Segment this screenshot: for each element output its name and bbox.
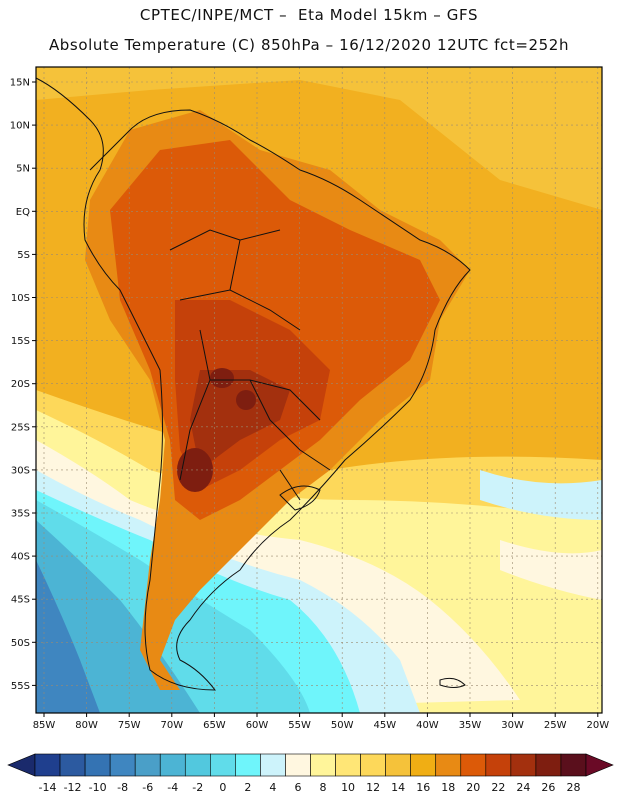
- lat-label: 25S: [11, 422, 30, 433]
- lon-label: 60W: [246, 720, 269, 731]
- colorbar-label: -10: [89, 781, 107, 794]
- colorbar-left-arrow: [7, 753, 36, 777]
- coastlines-and-borders: [35, 77, 471, 691]
- colorbar-label: -14: [39, 781, 57, 794]
- lon-label: 85W: [33, 720, 56, 731]
- chart-title-line2: Absolute Temperature (C) 850hPa – 16/12/…: [48, 36, 570, 54]
- colorbar-swatch: [510, 753, 537, 777]
- lon-label: 65W: [203, 720, 226, 731]
- colorbar-swatch: [360, 753, 386, 777]
- colorbar-label: -4: [167, 781, 178, 794]
- coastline: [35, 77, 471, 691]
- field-atlantic-cream: [500, 540, 602, 600]
- colorbar-swatch: [285, 753, 311, 777]
- latitude-axis: 15N 10N 5N EQ 5S 10S 15S 20S 25S 30S 35S 40S 45S 50S 5…: [10, 78, 36, 692]
- lat-label: 45S: [11, 595, 30, 606]
- colorbar-swatch: [310, 753, 336, 777]
- colorbar-swatch: [134, 753, 161, 777]
- colorbar-label: 6: [294, 781, 301, 794]
- lon-label: 70W: [160, 720, 183, 731]
- lat-label: 20S: [11, 379, 30, 390]
- lat-label: 5S: [17, 250, 30, 261]
- lat-label: 35S: [11, 509, 30, 520]
- colorbar-label: 0: [219, 781, 226, 794]
- lagoon-outline: [279, 485, 321, 511]
- temperature-field: [36, 67, 602, 713]
- country-borders: [169, 229, 331, 501]
- colorbar-label: 10: [341, 781, 355, 794]
- colorbar-label: 22: [491, 781, 505, 794]
- lat-label: 50S: [11, 638, 30, 649]
- lon-label: 30W: [501, 720, 524, 731]
- colorbar-label: -8: [117, 781, 128, 794]
- field-max-argentina: [177, 448, 213, 492]
- colorbar-label: 16: [416, 781, 430, 794]
- colorbar-swatch: [435, 753, 462, 777]
- colorbar-swatch: [84, 753, 111, 777]
- lon-label: 20W: [586, 720, 609, 731]
- lat-label: 55S: [11, 681, 30, 692]
- lon-label: 50W: [331, 720, 354, 731]
- colorbar-label: -2: [192, 781, 203, 794]
- lat-label: 40S: [11, 552, 30, 563]
- field-max-paraguay: [236, 390, 256, 410]
- colorbar-swatch: [109, 753, 136, 777]
- lat-label: 15S: [11, 336, 30, 347]
- colorbar-swatch: [460, 753, 487, 777]
- field-max-bolivia: [210, 368, 234, 388]
- lon-label: 75W: [118, 720, 141, 731]
- colorbar-label: 24: [516, 781, 530, 794]
- colorbar-swatch: [184, 753, 211, 777]
- colorbar-label: 28: [566, 781, 580, 794]
- lon-label: 40W: [416, 720, 439, 731]
- lon-label: 25W: [544, 720, 567, 731]
- colorbar-swatch: [159, 753, 186, 777]
- colorbar-label: -12: [64, 781, 82, 794]
- colorbar-label: -6: [142, 781, 153, 794]
- lat-lon-grid: [36, 67, 602, 713]
- field-dark-blue: [36, 560, 100, 713]
- lon-label: 80W: [75, 720, 98, 731]
- colorbar-swatch: [260, 753, 286, 777]
- colorbar-label: 4: [269, 781, 276, 794]
- longitude-axis: 85W 80W 75W 70W 65W 60W 55W 50W 45W 40W 35W 30W 25W 2…: [33, 713, 609, 731]
- colorbar-swatch: [385, 753, 411, 777]
- colorbar-swatch: [535, 753, 562, 777]
- colorbar-swatch: [560, 753, 587, 777]
- colorbar-label: 20: [466, 781, 480, 794]
- field-north-band: [36, 67, 602, 210]
- lat-label: 10N: [10, 121, 30, 132]
- colorbar-swatch: [210, 753, 236, 777]
- lon-label: 45W: [373, 720, 396, 731]
- lat-label: EQ: [16, 207, 30, 218]
- lat-label: 10S: [11, 293, 30, 304]
- lat-label: 15N: [10, 78, 30, 89]
- lat-label: 30S: [11, 465, 30, 476]
- map-frame: [35, 66, 603, 714]
- colorbar-swatch: [410, 753, 437, 777]
- colorbar-label: 18: [441, 781, 455, 794]
- colorbar-label: 12: [366, 781, 380, 794]
- colorbar-right-arrow: [585, 753, 614, 777]
- colorbar-swatch: [235, 753, 261, 777]
- colorbar-label: 2: [244, 781, 251, 794]
- colorbar: -14 -12 -10 -8 -6 -4 -2 0 2 4 6 8 10 12 14 16 18 20 22 24 26…: [7, 753, 614, 794]
- lon-label: 35W: [459, 720, 482, 731]
- chart-title-line1: CPTEC/INPE/MCT – Eta Model 15km – GFS: [139, 6, 479, 24]
- colorbar-label: 8: [320, 781, 327, 794]
- colorbar-swatch: [485, 753, 512, 777]
- lat-label: 5N: [16, 164, 30, 175]
- field-hotter-core: [190, 370, 290, 470]
- colorbar-swatch: [34, 753, 61, 777]
- lon-label: 55W: [288, 720, 311, 731]
- field-atlantic-cyan: [480, 470, 602, 520]
- colorbar-label: 14: [391, 781, 405, 794]
- colorbar-swatch: [335, 753, 361, 777]
- colorbar-swatch: [59, 753, 86, 777]
- falkland-islands: [439, 677, 466, 688]
- colorbar-label: 26: [541, 781, 555, 794]
